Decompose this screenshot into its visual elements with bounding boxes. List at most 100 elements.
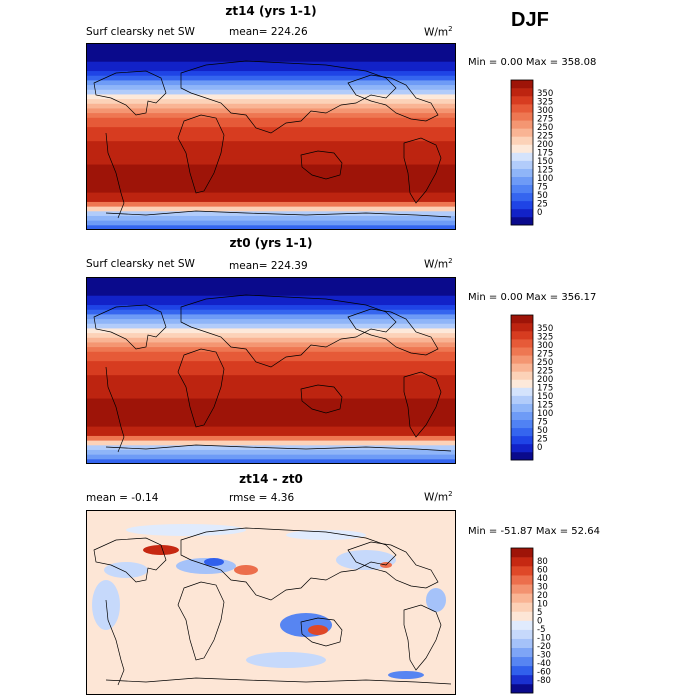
colorbar-tick-label: 30 xyxy=(537,582,548,592)
colorbar-swatch xyxy=(511,96,533,105)
map-band xyxy=(86,361,456,367)
colorbar-swatch xyxy=(511,315,533,324)
colorbar-swatch xyxy=(511,216,533,226)
map-band xyxy=(86,201,456,208)
colorbar-swatch xyxy=(511,387,533,396)
colorbar-tick-label: 275 xyxy=(537,114,553,124)
coastline xyxy=(300,617,343,647)
colorbar-tick-label: 200 xyxy=(537,140,553,150)
map-band xyxy=(86,117,456,124)
colorbar-tick-label: 325 xyxy=(537,332,553,342)
colorbar-swatch xyxy=(511,566,533,576)
colorbar-swatch xyxy=(511,80,533,89)
anomaly-patch xyxy=(234,565,258,575)
panel-3-title: zt14 - zt0 xyxy=(239,472,303,486)
coastline xyxy=(105,210,452,218)
map-frame xyxy=(86,277,456,464)
colorbar-tick-label: 225 xyxy=(537,366,553,376)
colorbar-tick-label: 125 xyxy=(537,401,553,411)
map-band xyxy=(86,136,456,142)
colorbar-swatch xyxy=(511,160,533,169)
colorbar-tick-label: 20 xyxy=(537,591,548,601)
coastline xyxy=(105,132,125,219)
map-band xyxy=(86,71,456,77)
colorbar-swatch xyxy=(511,665,533,676)
coastline xyxy=(93,537,167,583)
colorbar-swatch xyxy=(511,647,533,658)
panel-3-units: W/m2 xyxy=(424,490,453,504)
map-band xyxy=(86,356,456,362)
coastline xyxy=(93,304,167,350)
coastline xyxy=(105,599,125,686)
colorbar-swatch xyxy=(511,629,533,639)
map-band xyxy=(86,435,456,442)
map-band xyxy=(86,187,456,194)
map-band xyxy=(86,108,456,114)
map-band xyxy=(86,103,456,110)
map-band xyxy=(86,375,456,381)
panel-2-units: W/m2 xyxy=(424,257,453,271)
map-band xyxy=(86,173,456,180)
colorbar-tick-label: -5 xyxy=(537,625,545,635)
map-band xyxy=(86,141,456,147)
colorbar-swatch xyxy=(511,620,533,630)
colorbar-swatch xyxy=(511,411,533,421)
map-band xyxy=(86,393,456,400)
colorbar-tick-label: 300 xyxy=(537,341,553,351)
colorbar-swatch xyxy=(511,371,533,380)
map-band xyxy=(86,379,456,386)
map-band xyxy=(86,80,456,86)
colorbar-swatch xyxy=(511,584,533,594)
map-band xyxy=(86,155,456,161)
anomaly-patch xyxy=(308,625,328,635)
map-band xyxy=(86,225,456,230)
coastline xyxy=(300,150,343,180)
panel-1-map xyxy=(86,43,456,230)
colorbar-swatch xyxy=(511,575,533,585)
colorbar-swatch xyxy=(511,403,533,412)
colorbar-tick-label: 300 xyxy=(537,106,553,116)
colorbar-tick-label: -60 xyxy=(537,668,551,678)
map-band xyxy=(86,197,456,203)
map-band xyxy=(86,449,456,456)
colorbar-swatch xyxy=(511,379,533,388)
panel-3-map xyxy=(86,510,456,695)
colorbar-swatch xyxy=(511,200,533,210)
colorbar-swatch xyxy=(511,611,533,621)
colorbar-swatch xyxy=(511,192,533,202)
anomaly-patch xyxy=(286,530,366,540)
colorbar-tick-label: 50 xyxy=(537,426,548,436)
colorbar-tick-label: 325 xyxy=(537,97,553,107)
colorbar-tick-label: 100 xyxy=(537,409,553,419)
map-band xyxy=(86,145,456,152)
colorbar-tick-label: -20 xyxy=(537,642,551,652)
map-band xyxy=(86,384,456,390)
anomaly-patch xyxy=(388,671,424,679)
colorbar-tick-label: 50 xyxy=(537,191,548,201)
map-band xyxy=(86,164,456,170)
map-band xyxy=(86,407,456,414)
anomaly-patch xyxy=(126,524,246,536)
colorbar-swatch xyxy=(511,347,533,356)
map-band xyxy=(86,52,456,58)
map-band xyxy=(86,47,456,53)
colorbar-swatch xyxy=(511,136,533,145)
map-band xyxy=(86,131,456,138)
map-band xyxy=(86,295,456,301)
anomaly-patch xyxy=(204,558,224,566)
colorbar-swatch xyxy=(511,674,533,685)
map-band xyxy=(86,319,456,325)
colorbar-swatch xyxy=(511,395,533,404)
map-band xyxy=(86,94,456,100)
colorbar-swatch xyxy=(511,339,533,348)
colorbar-tick-label: 125 xyxy=(537,166,553,176)
coastline xyxy=(105,366,125,453)
map-band xyxy=(86,66,456,72)
coastline xyxy=(300,384,343,414)
colorbar-swatch xyxy=(511,128,533,137)
colorbar-tick-label: 25 xyxy=(537,200,548,210)
map-band xyxy=(86,370,456,376)
panel-2-variable: Surf clearsky net SW xyxy=(86,258,195,270)
map-band xyxy=(86,421,456,428)
